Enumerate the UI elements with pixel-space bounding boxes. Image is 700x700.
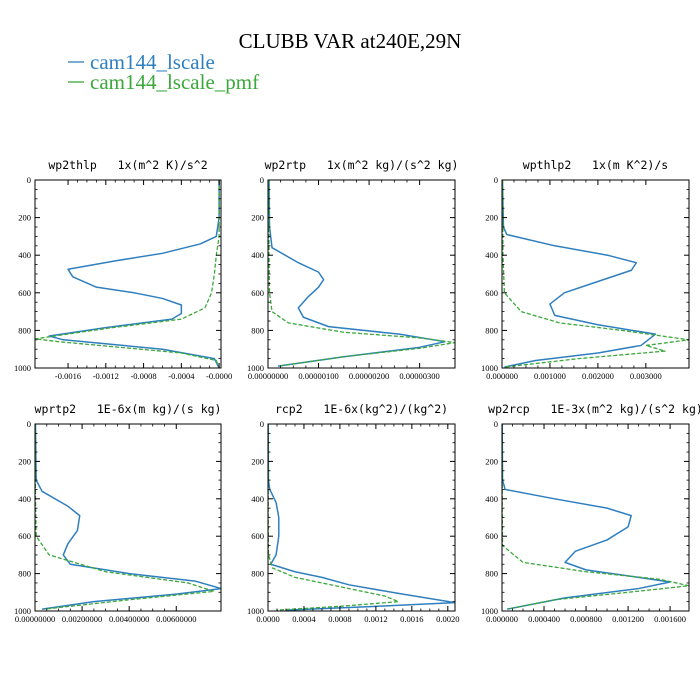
x-tick-label-0-4: -0.0000 [206,371,232,381]
y-tick-label-2-2: 400 [485,250,498,260]
y-tick-label-4-3: 600 [251,531,264,541]
x-tick-label-5-2: 0.000800 [570,614,602,624]
x-tick-label-4-0: 0.0000 [256,614,279,624]
y-tick-label-0-4: 800 [18,325,31,335]
x-tick-label-2-3: 0.003000 [630,371,662,381]
y-tick-label-0-1: 200 [18,213,31,223]
x-tick-label-2-2: 0.002000 [582,371,614,381]
x-tick-label-1-1: 0.00000100 [298,371,338,381]
legend-label-series-0: cam144_lscale [90,50,215,74]
y-tick-label-5-5: 1000 [481,606,498,616]
panel-0: wp2thlp 1x(m^2 K)/s^2 0 200 400 600 800 1000 -0… [14,158,232,381]
y-tick-label-2-1: 200 [485,213,498,223]
series-line-0-0 [48,180,220,368]
axes-frame-1 [267,179,456,369]
panel-title-1: wp2rtp 1x(m^2 kg)/(s^2 kg) [265,158,459,172]
x-tick-label-4-4: 0.0016 [400,614,423,624]
y-tick-label-0-5: 1000 [14,363,31,373]
series-line-1-0 [268,180,446,367]
y-tick-label-0-2: 400 [18,250,31,260]
series-line-2-0 [502,180,657,368]
y-tick-label-0-3: 600 [18,288,31,298]
x-tick-label-4-2: 0.0008 [328,614,351,624]
panel-3: wprtp2 1E-6x(m kg)/(s kg) 0 200 400 600 800 10… [14,402,222,624]
panel-title-5: wp2rcp 1E-3x(m^2 kg)/(s^2 kg) [488,402,700,416]
series-line-4-0 [268,424,455,611]
x-tick-label-2-0: 0.000000 [486,371,518,381]
x-tick-label-4-1: 0.0004 [292,614,316,624]
x-tick-label-2-1: 0.001000 [534,371,566,381]
panel-title-3: wprtp2 1E-6x(m kg)/(s kg) [35,402,222,416]
axes-frame-5 [501,423,690,612]
y-tick-label-4-1: 200 [251,456,264,466]
y-tick-label-5-1: 200 [485,456,498,466]
x-tick-label-4-3: 0.0012 [364,614,387,624]
y-tick-label-1-4: 800 [251,325,264,335]
y-tick-label-2-0: 0 [494,175,498,185]
y-tick-label-0-0: 0 [27,175,31,185]
axes-frame-2 [501,179,690,369]
x-tick-label-1-2: 0.00000200 [349,371,389,381]
y-tick-label-2-3: 600 [485,288,498,298]
y-tick-label-2-4: 800 [485,325,498,335]
x-tick-label-0-2: -0.0008 [130,371,156,381]
x-tick-label-3-1: 0.00200000 [62,614,102,624]
y-tick-label-5-3: 600 [485,531,498,541]
panel-4: rcp2 1E-6x(kg^2)/(kg^2) 0 200 400 600 800 1000… [247,402,459,624]
y-tick-label-1-2: 400 [251,250,264,260]
y-tick-label-4-2: 400 [251,494,264,504]
legend: cam144_lscale cam144_lscale_pmf [68,50,259,94]
x-tick-label-5-4: 0.001600 [654,614,686,624]
x-tick-label-5-3: 0.001200 [612,614,644,624]
y-tick-label-1-5: 1000 [247,363,264,373]
y-tick-label-1-0: 0 [260,175,264,185]
x-tick-label-4-5: 0.0020 [436,614,459,624]
y-tick-label-5-0: 0 [494,419,498,429]
series-line-5-0 [502,424,671,610]
y-tick-label-4-5: 1000 [247,606,264,616]
x-tick-label-0-0: -0.0016 [55,371,81,381]
y-tick-label-2-5: 1000 [481,363,498,373]
x-tick-label-3-2: 0.00400000 [109,614,149,624]
y-tick-label-5-4: 800 [485,569,498,579]
series-line-3-1 [35,424,215,610]
panel-5: wp2rcp 1E-3x(m^2 kg)/(s^2 kg) 0 200 400 600 8… [481,402,700,624]
panel-title-0: wp2thlp 1x(m^2 K)/s^2 [48,158,207,172]
axes-frame-3 [34,423,222,612]
series-line-1-1 [268,180,455,367]
y-tick-label-4-4: 800 [251,569,264,579]
x-tick-label-0-3: -0.0004 [168,371,195,381]
y-tick-label-3-2: 400 [18,494,31,504]
panels: wp2thlp 1x(m^2 K)/s^2 0 200 400 600 800 1000 -0… [14,158,700,624]
series-line-4-1 [268,424,400,611]
panel-title-4: rcp2 1E-6x(kg^2)/(kg^2) [275,402,448,416]
y-tick-label-3-5: 1000 [14,606,31,616]
y-tick-label-5-2: 400 [485,494,498,504]
legend-label-series-1: cam144_lscale_pmf [90,70,259,94]
y-tick-label-3-0: 0 [27,419,31,429]
y-tick-label-1-1: 200 [251,213,264,223]
axes-frame-4 [267,423,456,612]
x-tick-label-1-3: 0.00000300 [399,371,439,381]
y-tick-label-3-4: 800 [18,569,31,579]
figure-title: CLUBB VAR at240E,29N [239,29,462,53]
panel-2: wpthlp2 1x(m K^2)/s020040060080010000.00… [481,158,690,381]
y-tick-label-4-0: 0 [260,419,264,429]
x-tick-label-1-0: 0.00000000 [248,371,288,381]
series-line-3-0 [35,424,221,610]
y-tick-label-3-3: 600 [18,531,31,541]
x-tick-label-5-1: 0.000400 [528,614,560,624]
y-tick-label-3-1: 200 [18,456,31,466]
series-line-2-1 [502,180,689,368]
panel-1: wp2rtp 1x(m^2 kg)/(s^2 kg)0 200 400 600 800 1… [247,158,458,381]
x-tick-label-0-1: -0.0012 [93,371,119,381]
panel-title-2: wpthlp2 1x(m K^2)/s [523,158,668,172]
x-tick-label-5-0: 0.000000 [486,614,518,624]
x-tick-label-3-0: 0.00000000 [15,614,55,624]
x-tick-label-3-3: 0.00600000 [156,614,196,624]
y-tick-label-1-3: 600 [251,288,264,298]
